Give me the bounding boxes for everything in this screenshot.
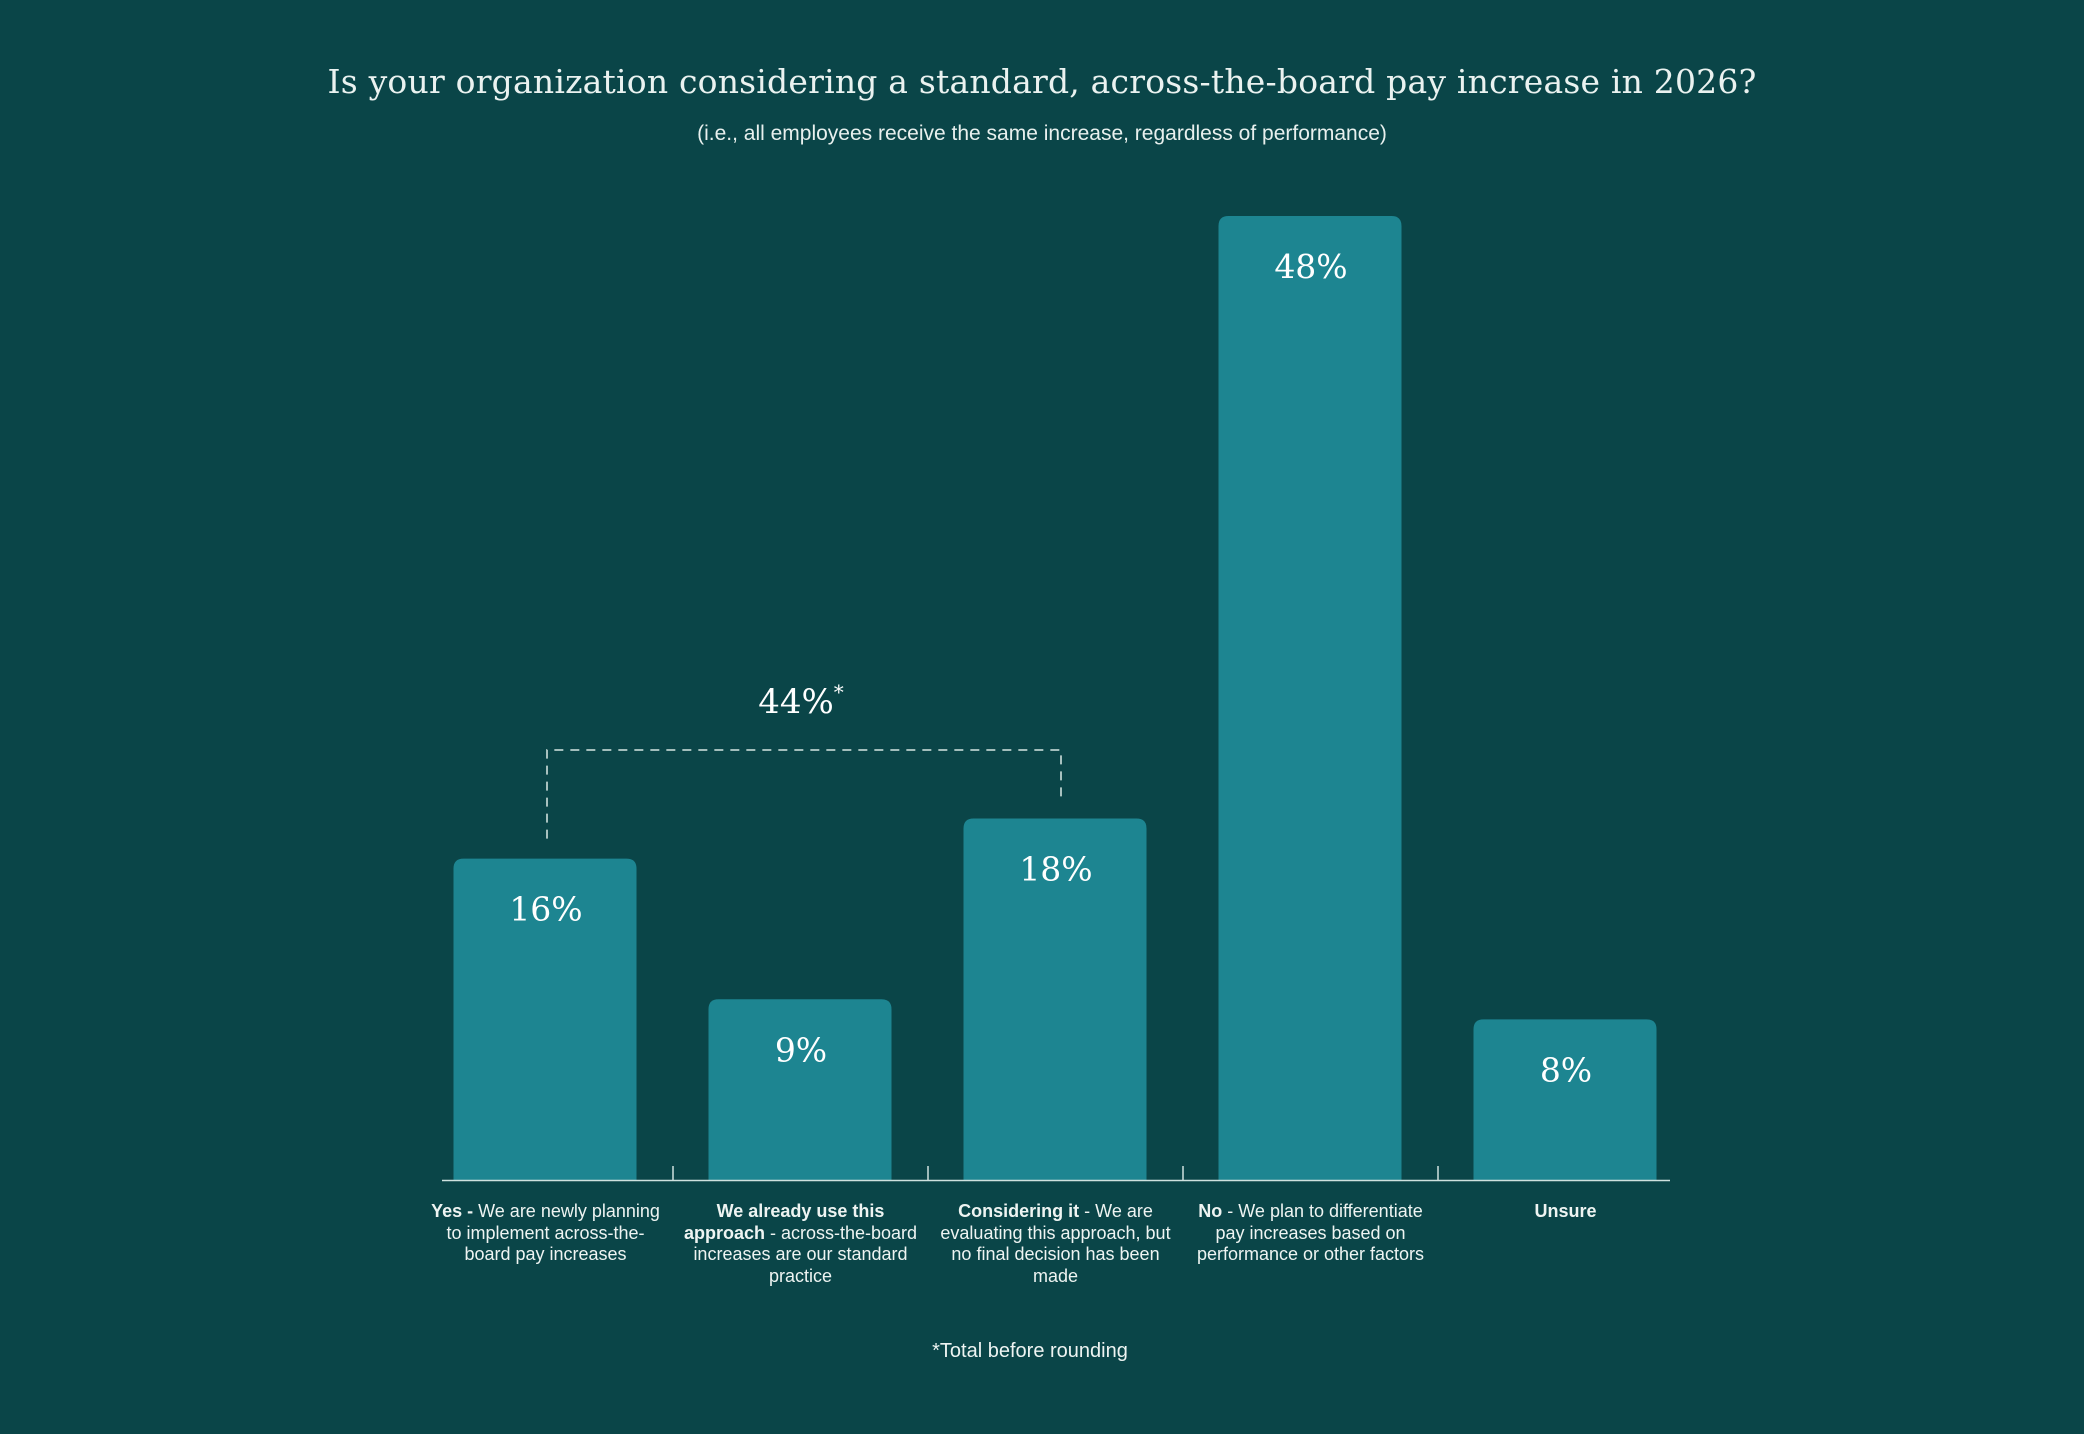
bar-value-label-2: 9% — [775, 1030, 827, 1069]
bar-value-label-1: 16% — [509, 890, 582, 929]
bar-3 — [963, 818, 1147, 1180]
bar-5 — [1473, 1019, 1657, 1180]
category-label-3: Considering it - We are evaluating this … — [938, 1201, 1173, 1287]
category-label-5: Unsure — [1448, 1201, 1683, 1223]
bar-4 — [1218, 216, 1402, 1180]
category-label-bold: Considering it — [958, 1201, 1080, 1221]
category-label-description: - We are evaluating this approach, but n… — [940, 1201, 1171, 1286]
bar-1 — [453, 858, 637, 1180]
category-label-description: - We plan to differentiate pay increases… — [1196, 1201, 1425, 1264]
category-label-bold: No — [1198, 1201, 1223, 1221]
bar-value-label-3: 18% — [1019, 850, 1092, 889]
bracket-total-label: 44%* — [758, 680, 844, 722]
footnote: *Total before rounding — [932, 1340, 1128, 1362]
bar-value-label-5: 8% — [1540, 1050, 1592, 1089]
bracket-line — [546, 749, 1062, 839]
category-label-description: - across-the-board increases are our sta… — [693, 1222, 918, 1286]
category-label-bold: Yes - — [431, 1201, 474, 1221]
chart-subtitle: (i.e., all employees receive the same in… — [697, 122, 1387, 145]
category-label-description: We are newly planning to implement acros… — [446, 1201, 660, 1264]
chart-title: Is your organization considering a stand… — [327, 62, 1757, 101]
bar-2 — [708, 999, 892, 1180]
category-label-bold: Unsure — [1534, 1201, 1597, 1221]
category-label-1: Yes - We are newly planning to implement… — [428, 1201, 663, 1266]
category-label-2: We already use this approach - across-th… — [683, 1201, 918, 1287]
category-label-4: No - We plan to differentiate pay increa… — [1193, 1201, 1428, 1266]
category-label-bold: We already use this approach — [683, 1201, 885, 1243]
bar-value-label-4: 48% — [1274, 247, 1347, 286]
